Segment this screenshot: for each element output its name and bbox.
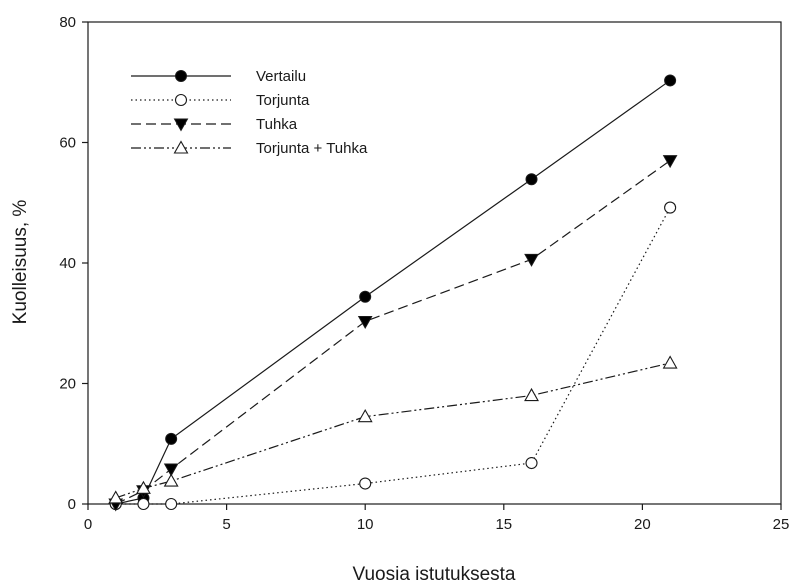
series-line — [115, 207, 671, 505]
series-4 — [108, 355, 678, 504]
legend-label: Torjunta + Tuhka — [256, 140, 368, 157]
x-tick-label: 15 — [495, 516, 512, 533]
x-tick-label: 25 — [773, 516, 790, 533]
legend-item: Torjunta + Tuhka — [131, 140, 368, 157]
data-point-marker — [137, 497, 150, 511]
data-point-marker — [524, 253, 539, 267]
plot-frame — [87, 21, 782, 505]
data-point-marker — [524, 387, 539, 402]
series-1 — [109, 74, 677, 510]
data-point-marker — [525, 456, 538, 470]
data-point-marker — [108, 490, 124, 504]
legend-marker — [173, 140, 189, 154]
legend-item: Tuhka — [131, 116, 298, 133]
legend-label: Vertailu — [256, 68, 306, 85]
series-3 — [108, 155, 678, 512]
data-point-marker — [163, 473, 179, 487]
y-tick-label: 40 — [59, 255, 76, 272]
x-tick-label: 5 — [222, 516, 230, 533]
x-tick-label: 10 — [357, 516, 374, 533]
data-point-marker — [664, 74, 677, 87]
data-point-marker — [664, 201, 677, 214]
series-layer — [108, 74, 678, 512]
y-tick-label: 80 — [59, 14, 76, 31]
series-2 — [109, 201, 677, 511]
y-tick-label: 60 — [59, 135, 76, 152]
legend: Vertailu Torjunta Tuhka Torjunta + Tuhka — [131, 68, 368, 157]
legend-label: Torjunta — [256, 92, 310, 109]
data-point-marker — [662, 355, 678, 369]
y-axis: 0 20 40 60 80 — [59, 14, 88, 513]
data-point-marker — [135, 480, 151, 494]
legend-marker — [175, 70, 187, 82]
x-axis-title: Vuosia istutuksesta — [353, 564, 516, 585]
legend-marker — [174, 93, 188, 107]
data-point-marker — [163, 463, 179, 477]
data-point-marker — [165, 497, 178, 511]
legend-item: Vertailu — [131, 68, 306, 85]
legend-marker — [173, 118, 189, 132]
data-point-marker — [357, 315, 373, 329]
series-line — [115, 79, 671, 505]
y-tick-label: 0 — [68, 496, 76, 513]
y-tick-label: 20 — [59, 376, 76, 393]
x-tick-label: 20 — [634, 516, 651, 533]
series-line — [115, 362, 671, 499]
data-point-marker — [359, 290, 372, 303]
data-point-marker — [359, 477, 372, 490]
x-axis: 0 5 10 15 20 25 — [84, 504, 790, 533]
series-line — [115, 160, 671, 505]
data-point-marker — [165, 432, 178, 445]
legend-item: Torjunta — [131, 92, 310, 109]
data-point-marker — [525, 173, 538, 186]
legend-label: Tuhka — [256, 116, 298, 133]
y-axis-title: Kuolleisuus, % — [10, 200, 31, 325]
data-point-marker — [662, 155, 678, 169]
x-tick-label: 0 — [84, 516, 92, 533]
data-point-marker — [357, 409, 373, 423]
